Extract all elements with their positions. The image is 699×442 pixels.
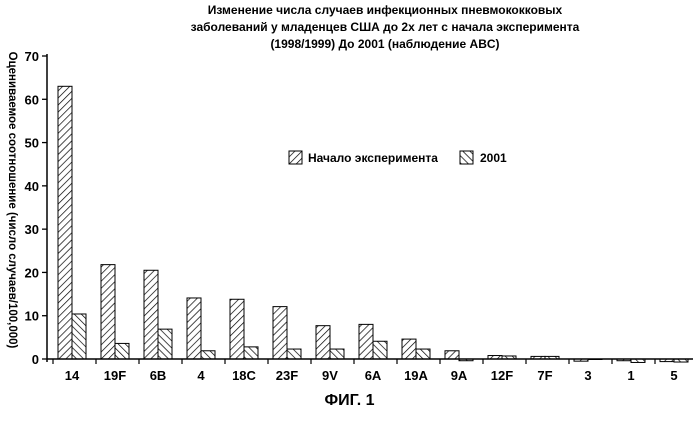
bar-series-1-3: [574, 359, 588, 361]
bar-series-2-19A: [416, 349, 430, 359]
y-tick-label: 10: [25, 309, 39, 324]
x-tick-label: 14: [65, 368, 80, 383]
x-tick-label: 9A: [451, 368, 468, 383]
x-tick-label: 7F: [537, 368, 552, 383]
bars: [58, 86, 688, 362]
bar-series-1-5: [660, 359, 674, 362]
bar-series-1-14: [58, 86, 72, 359]
x-tick-label: 9V: [322, 368, 338, 383]
legend-label-series-1: Начало эксперимента: [308, 151, 438, 165]
x-tick-label: 1: [627, 368, 634, 383]
legend: Начало эксперимента 2001: [289, 151, 507, 165]
bar-series-1-6A: [359, 324, 373, 359]
legend-swatch-series-1: [289, 151, 302, 164]
x-tick-label: 6B: [150, 368, 167, 383]
bar-series-2-1: [631, 359, 645, 362]
bar-series-2-7F: [545, 356, 559, 359]
bar-series-2-14: [72, 314, 86, 359]
bar-series-1-6B: [144, 270, 158, 359]
bar-series-2-23F: [287, 349, 301, 359]
x-tick-label: 23F: [276, 368, 298, 383]
y-tick-label: 20: [25, 265, 39, 280]
y-tick-label: 50: [25, 136, 39, 151]
bar-series-1-1: [617, 359, 631, 361]
bar-series-1-9V: [316, 326, 330, 359]
bar-series-1-19A: [402, 339, 416, 359]
y-tick-label: 40: [25, 179, 39, 194]
bar-series-1-7F: [531, 356, 545, 359]
x-tick-label: 5: [670, 368, 677, 383]
bar-series-2-18C: [244, 347, 258, 359]
bar-series-1-12F: [488, 356, 502, 359]
y-axis-label: Оцениваемое соотношение (число случаев/1…: [6, 52, 18, 349]
x-tick-label: 4: [197, 368, 205, 383]
bar-series-2-6B: [158, 329, 172, 359]
bar-series-1-19F: [101, 265, 115, 359]
bar-series-2-6A: [373, 341, 387, 359]
bar-series-2-5: [674, 359, 688, 362]
figure-label: ФИГ. 1: [0, 392, 699, 410]
y-tick-label: 0: [32, 352, 39, 367]
x-tick-label: 3: [584, 368, 591, 383]
x-tick-label: 18C: [232, 368, 256, 383]
x-tick-label: 6A: [365, 368, 382, 383]
bar-series-1-23F: [273, 307, 287, 359]
bar-series-2-9V: [330, 349, 344, 359]
y-tick-label: 60: [25, 92, 39, 107]
bar-series-1-4: [187, 298, 201, 359]
x-tick-label: 19F: [104, 368, 126, 383]
bar-series-1-9A: [445, 351, 459, 359]
bar-series-2-9A: [459, 359, 473, 361]
bar-series-2-19F: [115, 343, 129, 359]
legend-label-series-2: 2001: [480, 151, 507, 165]
y-tick-labels: 0 10 20 30 40 50 60 70: [25, 49, 39, 367]
legend-swatch-series-2: [460, 151, 473, 164]
bar-series-1-18C: [230, 299, 244, 359]
x-tick-label: 19A: [404, 368, 428, 383]
bar-series-2-3: [588, 359, 602, 360]
bar-series-2-4: [201, 351, 215, 359]
bar-series-2-12F: [502, 356, 516, 359]
y-tick-label: 70: [25, 49, 39, 64]
x-tick-label: 12F: [491, 368, 513, 383]
x-tick-labels: 14 19F 6B 4 18C 23F 9V 6A 19A 9A 12F 7F 3 1 5: [65, 368, 678, 383]
axes: [42, 54, 693, 364]
y-tick-label: 30: [25, 222, 39, 237]
